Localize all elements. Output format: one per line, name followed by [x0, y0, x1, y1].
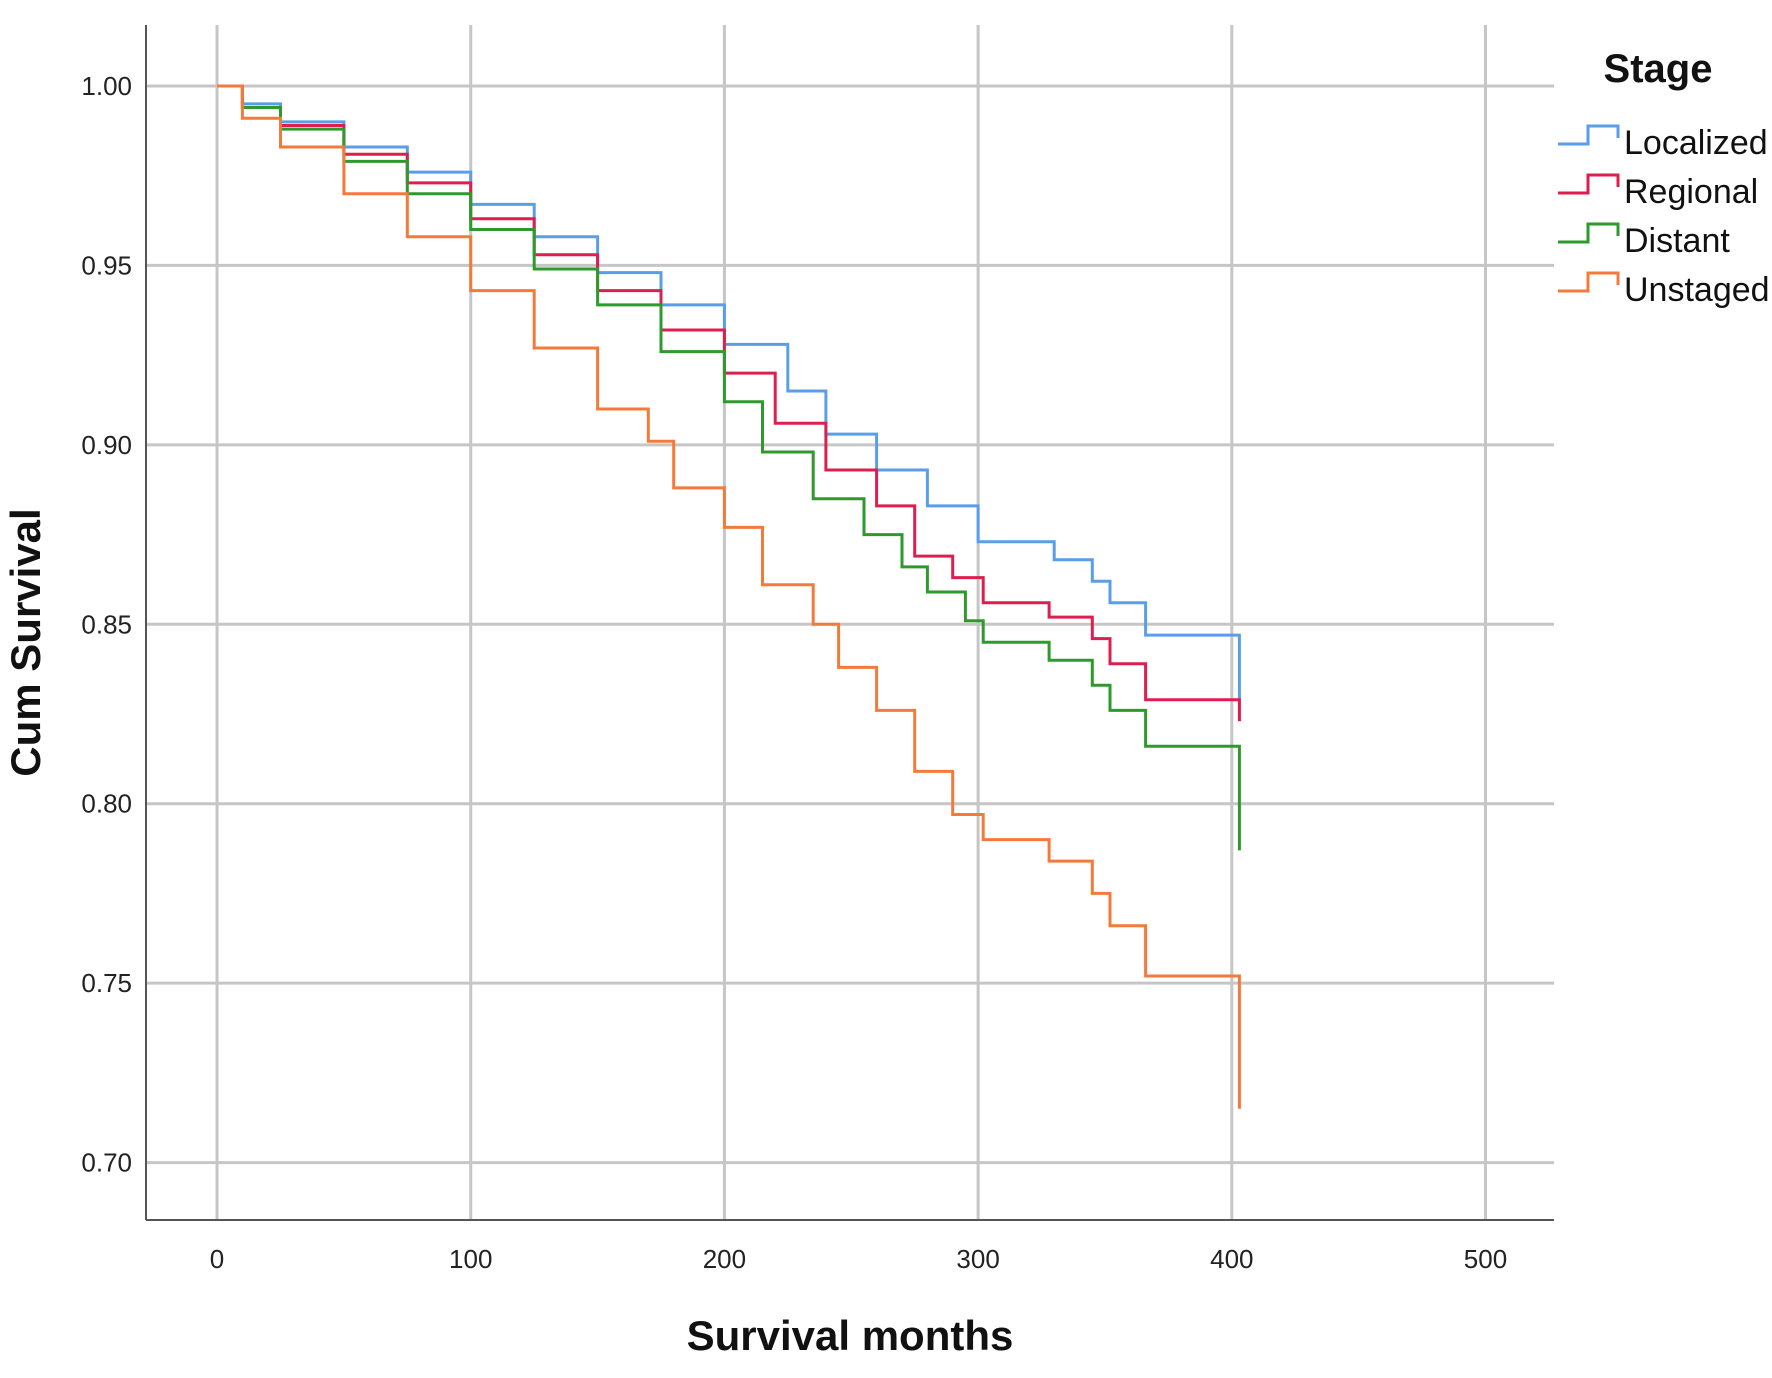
legend-title: Stage: [1604, 47, 1713, 91]
y-tick-label: 0.70: [81, 1148, 132, 1178]
x-axis-title: Survival months: [687, 1312, 1014, 1359]
x-tick-label: 400: [1210, 1244, 1253, 1274]
legend-label-distant: Distant: [1624, 222, 1730, 260]
series-line-localized: [217, 84, 1241, 700]
y-tick-label: 0.80: [81, 789, 132, 819]
legend-swatch-localized: [1558, 124, 1620, 146]
x-tick-label: 500: [1464, 1244, 1507, 1274]
y-axis-title: Cum Survival: [2, 508, 49, 776]
y-tick-label: 0.75: [81, 968, 132, 998]
y-tick-label: 0.85: [81, 609, 132, 639]
x-tick-label: 100: [449, 1244, 492, 1274]
x-tick-label: 0: [210, 1244, 224, 1274]
legend-swatch-unstaged: [1558, 271, 1620, 293]
series-line-distant: [217, 84, 1241, 851]
legend-label-regional: Regional: [1624, 173, 1758, 211]
legend-label-localized: Localized: [1624, 124, 1768, 162]
grid-layer: [146, 25, 1554, 1220]
y-tick-label: 0.90: [81, 430, 132, 460]
x-tick-label: 200: [703, 1244, 746, 1274]
legend-swatch-regional: [1558, 173, 1620, 195]
x-tick-label: 300: [956, 1244, 999, 1274]
series-line-unstaged: [217, 84, 1241, 1109]
series-layer: [217, 84, 1241, 1109]
y-tick-label: 1.00: [81, 71, 132, 101]
legend: Stage Localized Regional Distant Unstaged: [1558, 47, 1770, 309]
series-line-regional: [217, 84, 1241, 722]
legend-label-unstaged: Unstaged: [1624, 271, 1770, 309]
y-tick-label: 0.95: [81, 250, 132, 280]
legend-swatch-distant: [1558, 222, 1620, 244]
axis-layer: 0.70 0.75 0.80 0.85 0.90 0.95 1.00 0 100 200 300 40…: [81, 25, 1554, 1274]
